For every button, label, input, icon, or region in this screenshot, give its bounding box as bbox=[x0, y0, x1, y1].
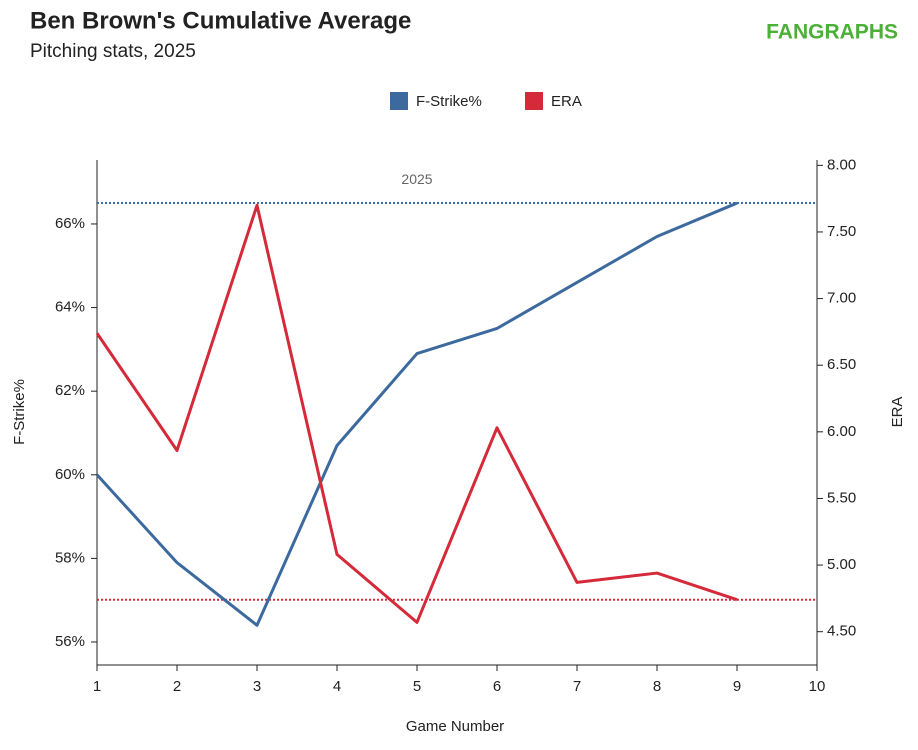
y-tick-label: 62% bbox=[55, 382, 85, 399]
y2-tick-label: 7.50 bbox=[827, 223, 856, 240]
y2-axis-label: ERA bbox=[889, 397, 906, 428]
x-tick-label: 5 bbox=[413, 678, 421, 695]
series-line bbox=[95, 203, 738, 624]
y-tick-label: 66% bbox=[55, 215, 85, 232]
y-tick-label: 64% bbox=[55, 299, 85, 316]
x-tick-label: 8 bbox=[653, 678, 661, 695]
y-tick-label: 56% bbox=[55, 633, 85, 650]
chart-title: Ben Brown's Cumulative Average bbox=[30, 7, 411, 34]
y2-tick-label: 5.50 bbox=[827, 489, 856, 506]
y2-tick-label: 5.00 bbox=[827, 556, 856, 573]
x-tick-label: 10 bbox=[809, 678, 826, 695]
legend-swatch bbox=[525, 92, 543, 110]
x-tick-label: 6 bbox=[493, 678, 501, 695]
y-tick-label: 60% bbox=[55, 466, 85, 483]
x-tick-label: 3 bbox=[253, 678, 261, 695]
x-axis-label: Game Number bbox=[406, 718, 504, 735]
legend-swatch bbox=[390, 92, 408, 110]
legend-label: F-Strike% bbox=[416, 93, 482, 110]
chart-subtitle: Pitching stats, 2025 bbox=[30, 41, 196, 62]
y2-tick-label: 6.00 bbox=[827, 423, 856, 440]
x-tick-label: 9 bbox=[733, 678, 741, 695]
y2-tick-label: 4.50 bbox=[827, 623, 856, 640]
y2-tick-label: 7.00 bbox=[827, 290, 856, 307]
x-tick-label: 1 bbox=[93, 678, 101, 695]
legend-label: ERA bbox=[551, 93, 582, 110]
y-axis-label: F-Strike% bbox=[11, 379, 28, 445]
x-tick-label: 4 bbox=[333, 678, 341, 695]
y2-tick-label: 8.00 bbox=[827, 156, 856, 173]
series-line bbox=[95, 201, 738, 627]
y-tick-label: 58% bbox=[55, 549, 85, 566]
y2-tick-label: 6.50 bbox=[827, 356, 856, 373]
reference-label: 2025 bbox=[401, 171, 432, 187]
x-tick-label: 2 bbox=[173, 678, 181, 695]
logo: FANGRAPHS bbox=[766, 21, 898, 44]
x-tick-label: 7 bbox=[573, 678, 581, 695]
